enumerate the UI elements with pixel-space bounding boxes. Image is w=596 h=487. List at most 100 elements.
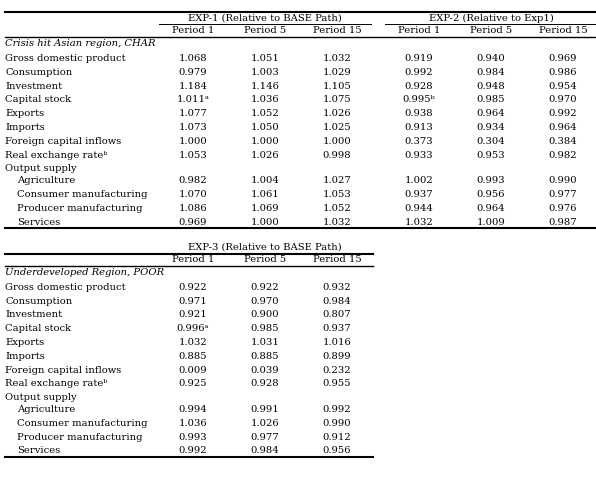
Text: Period 5: Period 5 (244, 255, 286, 264)
Text: 0.956: 0.956 (477, 190, 505, 199)
Text: 1.184: 1.184 (178, 82, 207, 91)
Text: 1.031: 1.031 (250, 338, 280, 347)
Text: 0.955: 0.955 (322, 379, 351, 389)
Text: 1.036: 1.036 (251, 95, 280, 104)
Text: 0.900: 0.900 (251, 310, 280, 319)
Text: 0.934: 0.934 (477, 123, 505, 132)
Text: 1.052: 1.052 (251, 109, 280, 118)
Text: 0.994: 0.994 (179, 405, 207, 414)
Text: 1.075: 1.075 (322, 95, 352, 104)
Text: EXP-1 (Relative to BASE Path): EXP-1 (Relative to BASE Path) (188, 14, 342, 23)
Text: Imports: Imports (5, 123, 45, 132)
Text: 0.304: 0.304 (477, 137, 505, 146)
Text: 0.964: 0.964 (477, 204, 505, 213)
Text: 0.976: 0.976 (549, 204, 578, 213)
Text: Gross domestic product: Gross domestic product (5, 54, 126, 63)
Text: 1.000: 1.000 (322, 137, 352, 146)
Text: 0.979: 0.979 (179, 68, 207, 77)
Text: 1.036: 1.036 (179, 419, 207, 428)
Text: Underdeveloped Region, POOR: Underdeveloped Region, POOR (5, 268, 164, 277)
Text: Output supply: Output supply (5, 393, 77, 402)
Text: 1.032: 1.032 (179, 338, 207, 347)
Text: 0.899: 0.899 (322, 352, 351, 361)
Text: 0.964: 0.964 (549, 123, 578, 132)
Text: 1.070: 1.070 (179, 190, 207, 199)
Text: 1.051: 1.051 (250, 54, 280, 63)
Text: 0.971: 0.971 (179, 297, 207, 306)
Text: 0.987: 0.987 (549, 218, 578, 226)
Text: 0.985: 0.985 (477, 95, 505, 104)
Text: 0.982: 0.982 (549, 150, 578, 160)
Text: Producer manufacturing: Producer manufacturing (17, 204, 142, 213)
Text: Capital stock: Capital stock (5, 95, 71, 104)
Text: Period 15: Period 15 (539, 26, 588, 35)
Text: 0.919: 0.919 (405, 54, 433, 63)
Text: Consumption: Consumption (5, 68, 72, 77)
Text: 0.977: 0.977 (549, 190, 578, 199)
Text: 1.032: 1.032 (322, 54, 352, 63)
Text: EXP-3 (Relative to BASE Path): EXP-3 (Relative to BASE Path) (188, 243, 342, 251)
Text: Services: Services (17, 218, 60, 226)
Text: 0.938: 0.938 (405, 109, 433, 118)
Text: 1.061: 1.061 (251, 190, 280, 199)
Text: Period 1: Period 1 (398, 26, 440, 35)
Text: 0.993: 0.993 (179, 432, 207, 442)
Text: Investment: Investment (5, 310, 62, 319)
Text: 0.954: 0.954 (549, 82, 578, 91)
Text: 0.232: 0.232 (322, 366, 351, 375)
Text: Agriculture: Agriculture (17, 176, 75, 185)
Text: 1.105: 1.105 (322, 82, 352, 91)
Text: 1.052: 1.052 (322, 204, 352, 213)
Text: Period 1: Period 1 (172, 255, 214, 264)
Text: 0.986: 0.986 (549, 68, 578, 77)
Text: Consumer manufacturing: Consumer manufacturing (17, 190, 147, 199)
Text: Consumer manufacturing: Consumer manufacturing (17, 419, 147, 428)
Text: 0.913: 0.913 (405, 123, 433, 132)
Text: 0.969: 0.969 (179, 218, 207, 226)
Text: 1.000: 1.000 (251, 218, 280, 226)
Text: 1.026: 1.026 (251, 150, 280, 160)
Text: 0.885: 0.885 (179, 352, 207, 361)
Text: 0.912: 0.912 (322, 432, 352, 442)
Text: 0.996ᵃ: 0.996ᵃ (177, 324, 209, 333)
Text: 0.969: 0.969 (549, 54, 578, 63)
Text: 1.068: 1.068 (179, 54, 207, 63)
Text: 0.985: 0.985 (251, 324, 280, 333)
Text: 0.922: 0.922 (251, 283, 280, 292)
Text: Exports: Exports (5, 109, 44, 118)
Text: Capital stock: Capital stock (5, 324, 71, 333)
Text: Period 15: Period 15 (313, 255, 361, 264)
Text: 1.069: 1.069 (251, 204, 280, 213)
Text: 1.032: 1.032 (405, 218, 433, 226)
Text: 1.025: 1.025 (322, 123, 352, 132)
Text: 0.933: 0.933 (405, 150, 433, 160)
Text: Real exchange rateᵇ: Real exchange rateᵇ (5, 150, 107, 160)
Text: 0.970: 0.970 (251, 297, 280, 306)
Text: 0.984: 0.984 (251, 447, 280, 455)
Text: Consumption: Consumption (5, 297, 72, 306)
Text: Period 1: Period 1 (172, 26, 214, 35)
Text: 0.937: 0.937 (322, 324, 351, 333)
Text: Crisis hit Asian region, CHAR: Crisis hit Asian region, CHAR (5, 39, 156, 49)
Text: 0.977: 0.977 (251, 432, 280, 442)
Text: 0.944: 0.944 (405, 204, 433, 213)
Text: 1.009: 1.009 (477, 218, 505, 226)
Text: 0.992: 0.992 (549, 109, 578, 118)
Text: 0.384: 0.384 (549, 137, 578, 146)
Text: 0.990: 0.990 (549, 176, 578, 185)
Text: 0.998: 0.998 (322, 150, 351, 160)
Text: 0.928: 0.928 (405, 82, 433, 91)
Text: 1.027: 1.027 (322, 176, 352, 185)
Text: 0.995ᵇ: 0.995ᵇ (403, 95, 435, 104)
Text: 1.077: 1.077 (179, 109, 207, 118)
Text: 1.026: 1.026 (251, 419, 280, 428)
Text: 1.000: 1.000 (251, 137, 280, 146)
Text: Imports: Imports (5, 352, 45, 361)
Text: 0.956: 0.956 (323, 447, 351, 455)
Text: 0.992: 0.992 (179, 447, 207, 455)
Text: 0.932: 0.932 (322, 283, 351, 292)
Text: 0.953: 0.953 (477, 150, 505, 160)
Text: 1.053: 1.053 (179, 150, 207, 160)
Text: 0.990: 0.990 (322, 419, 351, 428)
Text: Output supply: Output supply (5, 165, 77, 173)
